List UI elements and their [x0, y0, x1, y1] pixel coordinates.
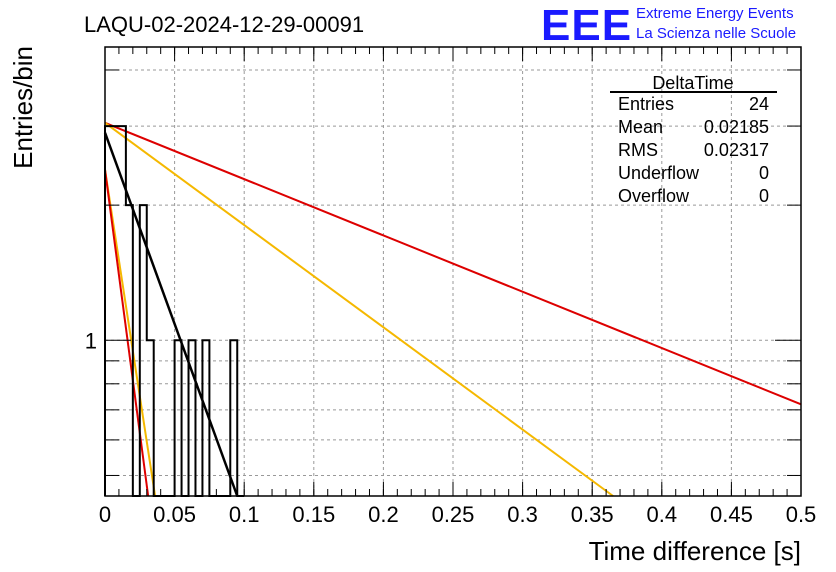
brand-line-1: Extreme Energy Events	[636, 5, 794, 22]
x-tick-label: 0.1	[229, 502, 260, 527]
stats-title: DeltaTime	[652, 73, 733, 93]
stats-value-overflow: 0	[759, 186, 769, 206]
x-tick-label: 0.3	[507, 502, 538, 527]
eee-logo: EEE	[541, 1, 632, 50]
stats-value-underflow: 0	[759, 163, 769, 183]
x-tick-label: 0.35	[571, 502, 614, 527]
x-tick-label: 0.2	[368, 502, 399, 527]
stats-value-rms: 0.02317	[704, 140, 769, 160]
axis-ticks	[104, 47, 802, 496]
brand-line-2: La Scienza nelle Scuole	[636, 25, 796, 42]
x-axis-label: Time difference [s]	[589, 536, 801, 566]
fit-line-red	[104, 121, 802, 406]
x-tick-label: 0.5	[786, 502, 817, 527]
stats-label-entries: Entries	[618, 94, 674, 114]
fit-lines	[103, 121, 802, 497]
stats-label-overflow: Overflow	[618, 186, 690, 206]
fit-line-red	[104, 169, 150, 497]
stats-label-mean: Mean	[618, 117, 663, 137]
stats-value-entries: 24	[749, 94, 769, 114]
stats-box: DeltaTime Entries 24 Mean 0.02185 RMS 0.…	[610, 73, 777, 206]
fit-line-orange	[104, 122, 614, 497]
stats-label-underflow: Underflow	[618, 163, 700, 183]
grid-lines	[105, 47, 801, 496]
x-tick-label: 0.15	[292, 502, 335, 527]
y-tick-label: 1	[85, 328, 97, 353]
stats-label-rms: RMS	[618, 140, 658, 160]
stats-value-mean: 0.02185	[704, 117, 769, 137]
fit-line-black	[103, 132, 239, 497]
x-tick-label: 0.05	[153, 502, 196, 527]
fit-line-orange	[104, 169, 157, 497]
x-tick-label: 0	[99, 502, 111, 527]
axis-tick-labels: 0 0.05 0.1 0.15 0.2 0.25 0.3 0.35 0.4 0.45 0.5 1	[85, 328, 817, 527]
chart-title: LAQU-02-2024-12-29-00091	[84, 12, 364, 37]
x-tick-label: 0.4	[647, 502, 678, 527]
x-tick-label: 0.45	[710, 502, 753, 527]
x-tick-label: 0.25	[432, 502, 475, 527]
y-axis-label: Entries/bin	[8, 46, 38, 169]
